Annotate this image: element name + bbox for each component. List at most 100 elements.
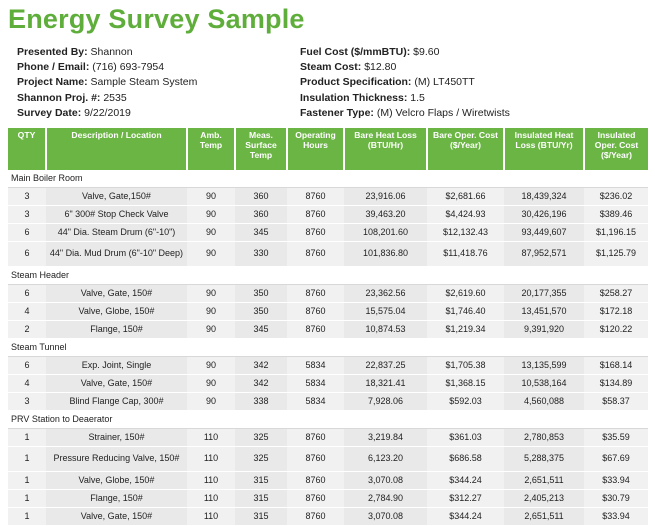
table-cell: 350	[235, 284, 287, 303]
table-cell: $686.58	[427, 446, 504, 472]
table-cell: $4,424.93	[427, 205, 504, 224]
table-cell: 3	[8, 187, 46, 206]
table-cell: 2,405,213	[504, 489, 584, 508]
table-cell: 93,449,607	[504, 223, 584, 242]
table-cell: 9,391,920	[504, 320, 584, 339]
table-cell: 6	[8, 223, 46, 242]
table-cell: 18,321.41	[344, 374, 427, 393]
table-cell: $344.24	[427, 507, 504, 526]
section-label: Main Boiler Room	[8, 170, 648, 188]
table-cell: Valve, Gate,150#	[46, 187, 187, 206]
table-cell: Valve, Globe, 150#	[46, 302, 187, 321]
table-cell: $35.59	[584, 428, 648, 447]
table-cell: 8760	[287, 489, 344, 508]
table-cell: 8760	[287, 302, 344, 321]
table-cell: 8760	[287, 223, 344, 242]
info-value: $12.80	[364, 61, 397, 74]
info-label: Survey Date:	[17, 106, 82, 119]
table-cell: 350	[235, 302, 287, 321]
table-cell: 1	[8, 428, 46, 447]
table-cell: 315	[235, 507, 287, 526]
table-cell: $12,132.43	[427, 223, 504, 242]
table-cell: Blind Flange Cap, 300#	[46, 392, 187, 411]
table-cell: $1,125.79	[584, 241, 648, 267]
table-cell: 110	[187, 428, 235, 447]
table-cell: 1	[8, 471, 46, 490]
info-label: Insulation Thickness:	[300, 91, 408, 104]
table-row: 1 Valve, Globe, 150# 110 315 8760 3,070.08 $34…	[8, 471, 648, 490]
info-label: Phone / Email:	[17, 61, 90, 74]
table-cell: 44" Dia. Mud Drum (6"-10" Deep)	[46, 241, 187, 267]
table-cell: $389.46	[584, 205, 648, 224]
table-cell: 90	[187, 320, 235, 339]
table-cell: $172.18	[584, 302, 648, 321]
table-cell: 1	[8, 507, 46, 526]
table-cell: 3	[8, 392, 46, 411]
info-row: Steam Cost: $12.80	[300, 60, 510, 75]
table-cell: 3,219.84	[344, 428, 427, 447]
table-cell: 360	[235, 187, 287, 206]
table-cell: 4,560,088	[504, 392, 584, 411]
table-header-row: QTY Description / Location Amb. Temp Meas. …	[8, 128, 648, 170]
table-cell: Valve, Gate, 150#	[46, 507, 187, 526]
table-cell: 2,651,511	[504, 471, 584, 490]
table-cell: 90	[187, 374, 235, 393]
table-cell: $2,619.60	[427, 284, 504, 303]
table-cell: 342	[235, 374, 287, 393]
info-value: 9/22/2019	[84, 106, 131, 119]
table-cell: 6" 300# Stop Check Valve	[46, 205, 187, 224]
table-cell: 110	[187, 471, 235, 490]
energy-survey-table: QTY Description / Location Amb. Temp Meas. …	[8, 128, 648, 526]
table-cell: 30,426,196	[504, 205, 584, 224]
table-cell: 8760	[287, 446, 344, 472]
table-cell: $258.27	[584, 284, 648, 303]
table-row: 1 Flange, 150# 110 315 8760 2,784.90 $312.27 2,…	[8, 489, 648, 508]
table-cell: 39,463.20	[344, 205, 427, 224]
table-cell: $2,681.66	[427, 187, 504, 206]
table-cell: 6	[8, 284, 46, 303]
table-cell: 90	[187, 187, 235, 206]
info-value: (M) LT450TT	[414, 76, 475, 89]
table-cell: $67.69	[584, 446, 648, 472]
table-cell: $312.27	[427, 489, 504, 508]
table-cell: 4	[8, 302, 46, 321]
table-cell: $134.89	[584, 374, 648, 393]
table-cell: $1,368.15	[427, 374, 504, 393]
info-row: Project Name: Sample Steam System	[17, 75, 197, 90]
table-cell: 10,874.53	[344, 320, 427, 339]
table-cell: 110	[187, 446, 235, 472]
info-row: Presented By: Shannon	[17, 45, 197, 60]
table-row: 6 Exp. Joint, Single 90 342 5834 22,837.25 $1,…	[8, 356, 648, 375]
table-cell: $592.03	[427, 392, 504, 411]
table-cell: $11,418.76	[427, 241, 504, 267]
table-row: 3 Valve, Gate,150# 90 360 8760 23,916.06 $2,68…	[8, 187, 648, 206]
table-cell: 110	[187, 507, 235, 526]
table-cell: 15,575.04	[344, 302, 427, 321]
table-cell: 90	[187, 392, 235, 411]
info-label: Product Specification:	[300, 76, 412, 89]
table-cell: 101,836.80	[344, 241, 427, 267]
column-header: Operating Hours	[287, 128, 345, 170]
table-cell: 90	[187, 356, 235, 375]
table-cell: 87,952,571	[504, 241, 584, 267]
info-value: $9.60	[413, 46, 440, 58]
column-header: Description / Location	[46, 128, 188, 170]
table-cell: 90	[187, 205, 235, 224]
page-title: Energy Survey Sample	[8, 4, 305, 34]
table-cell: $33.94	[584, 471, 648, 490]
table-cell: 2,780,853	[504, 428, 584, 447]
table-cell: 360	[235, 205, 287, 224]
table-cell: $168.14	[584, 356, 648, 375]
info-label: Steam Cost:	[300, 61, 362, 74]
table-cell: $1,196.15	[584, 223, 648, 242]
info-value: (716) 693-7954	[92, 61, 165, 74]
table-cell: 1	[8, 446, 46, 472]
project-info-right: Fuel Cost ($/mmBTU): $9.60 Steam Cost: $1…	[300, 45, 510, 121]
table-cell: Flange, 150#	[46, 489, 187, 508]
table-cell: $344.24	[427, 471, 504, 490]
table-cell: 3,070.08	[344, 471, 427, 490]
table-cell: 315	[235, 471, 287, 490]
info-label: Presented By:	[17, 46, 88, 58]
table-cell: 90	[187, 284, 235, 303]
table-cell: 345	[235, 320, 287, 339]
